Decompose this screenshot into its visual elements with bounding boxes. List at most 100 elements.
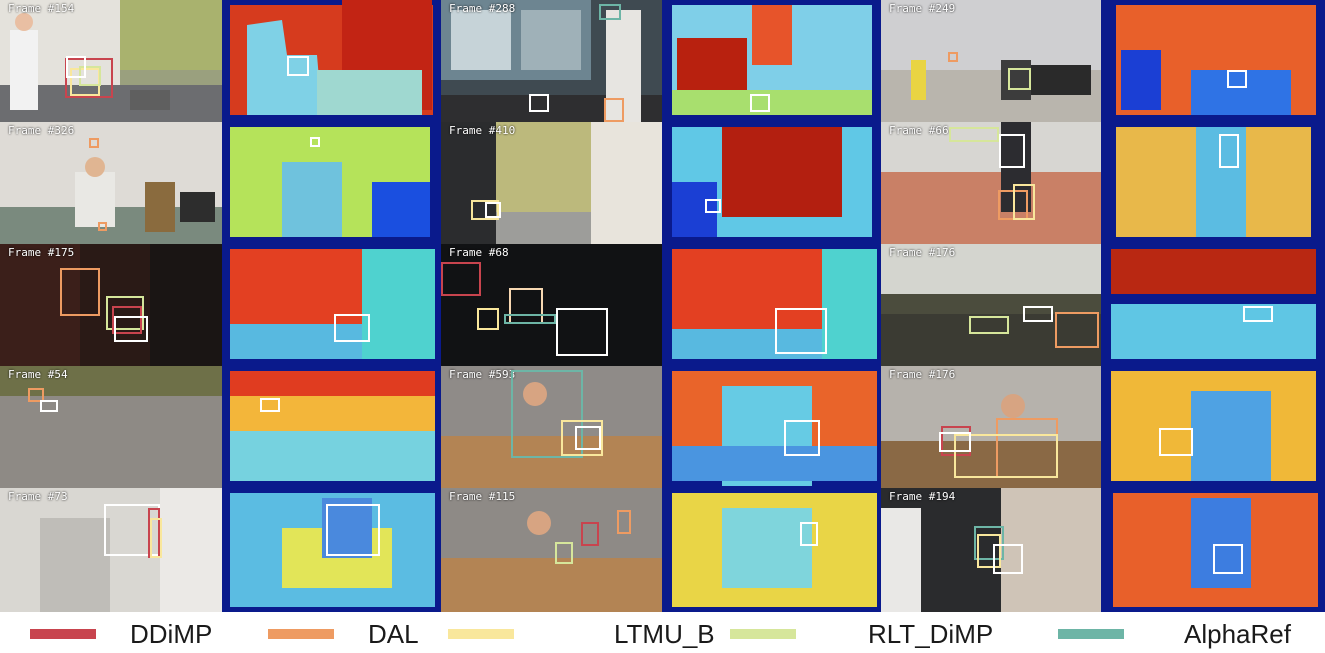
frame-number: Frame #68 xyxy=(449,246,509,259)
depth-scene xyxy=(1101,244,1325,366)
ref-box xyxy=(784,420,820,456)
ref-box xyxy=(40,400,58,412)
depth-frame xyxy=(662,0,881,122)
frame-number: Frame #249 xyxy=(889,2,956,15)
rgb-scene xyxy=(0,244,222,366)
depth-scene xyxy=(1101,366,1325,488)
legend-item: AlphaRef xyxy=(1058,619,1291,649)
ltmu-box xyxy=(471,200,499,220)
ltmu-box xyxy=(561,420,603,456)
ref-box xyxy=(974,526,1004,560)
dal-box xyxy=(604,98,624,122)
legend-swatch xyxy=(30,629,96,639)
tracker-legend: DDiMP DAL LTMU_B RLT_DiMP AlphaRef xyxy=(0,612,1325,653)
depth-scene xyxy=(222,122,441,244)
ref-box xyxy=(575,426,601,450)
depth-scene xyxy=(1101,122,1325,244)
rgb-scene xyxy=(441,488,662,612)
ref-box xyxy=(556,308,608,356)
depth-frame xyxy=(222,488,441,612)
ltmu-box xyxy=(150,518,162,558)
rgb-frame: Frame #68 xyxy=(441,244,662,366)
rgb-frame: Frame #154 xyxy=(0,0,222,122)
ref-box xyxy=(504,314,556,324)
frame-number: Frame #54 xyxy=(8,368,68,381)
frame-number: Frame #154 xyxy=(8,2,75,15)
legend-label: LTMU_B xyxy=(614,618,715,649)
ref-box xyxy=(1023,306,1053,322)
frame-number: Frame #410 xyxy=(449,124,516,137)
rgb-frame: Frame #194 xyxy=(881,488,1101,612)
rgb-scene xyxy=(441,0,662,122)
rgb-frame: Frame #593 xyxy=(441,366,662,488)
ref-box xyxy=(750,94,770,112)
frame-number: Frame #176 xyxy=(889,368,956,381)
ref-box xyxy=(287,56,309,76)
depth-scene xyxy=(662,244,881,366)
ref-box xyxy=(114,316,148,342)
depth-frame xyxy=(222,244,441,366)
rgb-frame: Frame #175 xyxy=(0,244,222,366)
frame-number: Frame #593 xyxy=(449,368,516,381)
rgb-scene xyxy=(881,0,1101,122)
ddimp-box xyxy=(581,522,599,546)
legend-item: DAL xyxy=(268,618,419,649)
legend-item: LTMU_B xyxy=(448,618,715,649)
depth-frame xyxy=(222,122,441,244)
depth-frame xyxy=(222,366,441,488)
ref-box xyxy=(485,202,501,218)
dal-box xyxy=(1055,312,1099,348)
rgb-scene xyxy=(881,122,1101,244)
ref-box xyxy=(800,522,818,546)
rgb-frame: Frame #326 xyxy=(0,122,222,244)
ref-box xyxy=(999,134,1025,168)
ltmu-box xyxy=(954,434,1058,478)
depth-scene xyxy=(222,488,441,612)
rgb-scene xyxy=(441,366,662,488)
depth-frame xyxy=(1101,122,1325,244)
depth-scene xyxy=(222,244,441,366)
depth-frame xyxy=(222,0,441,122)
rgb-scene xyxy=(0,488,222,612)
depth-scene xyxy=(1101,0,1325,122)
rgb-frame: Frame #288 xyxy=(441,0,662,122)
ref-box xyxy=(775,308,827,354)
ref-box xyxy=(66,56,86,78)
ref-box xyxy=(993,544,1023,574)
rgb-scene xyxy=(441,122,662,244)
rlt-box xyxy=(969,316,1009,334)
dal-box xyxy=(89,138,99,148)
ref-box xyxy=(1219,134,1239,168)
ref-box xyxy=(1159,428,1193,456)
rgb-frame: Frame #66 xyxy=(881,122,1101,244)
rgb-scene xyxy=(881,488,1101,612)
ref-box xyxy=(334,314,370,342)
ref-box xyxy=(310,137,320,147)
legend-label: DAL xyxy=(368,618,419,649)
legend-item: RLT_DiMP xyxy=(730,618,994,649)
ddimp-box xyxy=(65,58,113,98)
legend-swatch xyxy=(730,629,796,639)
rgb-frame: Frame #176 xyxy=(881,366,1101,488)
rgb-scene xyxy=(0,366,222,488)
ref-box xyxy=(599,4,621,20)
rlt-box xyxy=(555,542,573,564)
rgb-frame: Frame #73 xyxy=(0,488,222,612)
rlt-box xyxy=(949,127,999,142)
rgb-frame: Frame #176 xyxy=(881,244,1101,366)
depth-scene xyxy=(222,366,441,488)
frame-number: Frame #115 xyxy=(449,490,516,503)
dal-box xyxy=(948,52,958,62)
dal-box xyxy=(60,268,100,316)
legend-label: RLT_DiMP xyxy=(868,618,994,649)
rgb-scene xyxy=(881,366,1101,488)
ref-box xyxy=(939,432,971,452)
ref-box xyxy=(1213,544,1243,574)
legend-item: DDiMP xyxy=(30,619,212,649)
frame-number: Frame #288 xyxy=(449,2,516,15)
depth-frame xyxy=(662,122,881,244)
rlt-box xyxy=(106,296,144,330)
rgb-scene xyxy=(0,122,222,244)
rgb-frame: Frame #249 xyxy=(881,0,1101,122)
depth-frame xyxy=(1101,488,1325,612)
